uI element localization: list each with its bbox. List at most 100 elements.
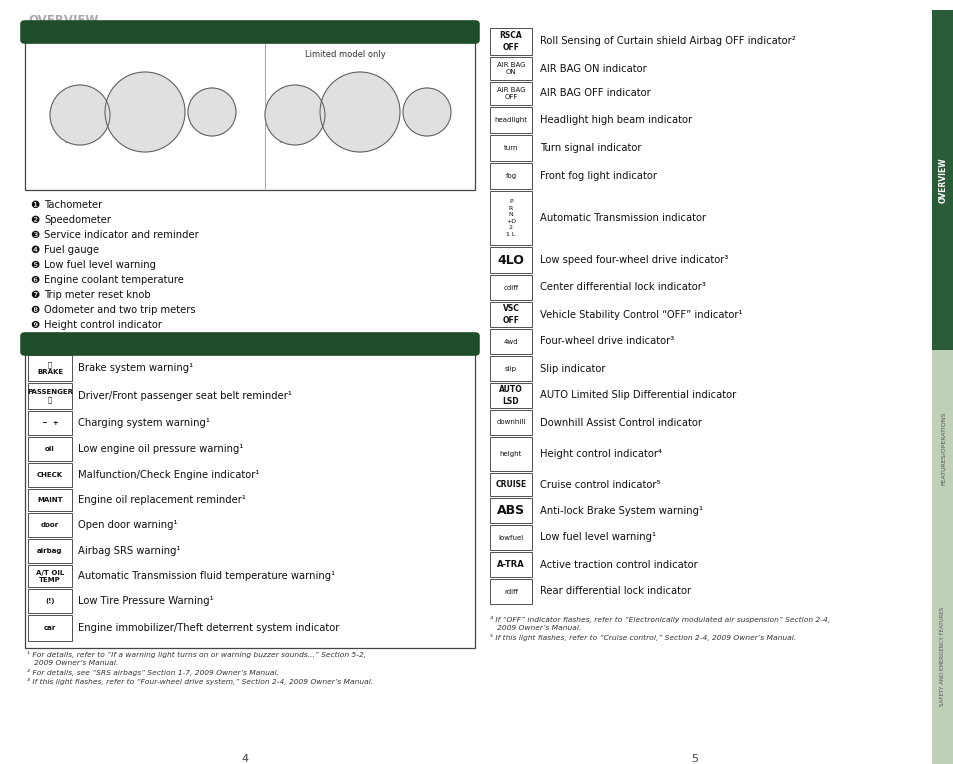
Bar — [28, 565, 71, 587]
Bar — [490, 473, 532, 496]
Text: Malfunction/Check Engine indicator¹: Malfunction/Check Engine indicator¹ — [78, 470, 259, 480]
Text: CRUISE: CRUISE — [495, 480, 526, 489]
Text: Low Tire Pressure Warning¹: Low Tire Pressure Warning¹ — [78, 596, 213, 606]
Text: AIR BAG
OFF: AIR BAG OFF — [497, 87, 525, 100]
Circle shape — [105, 72, 185, 152]
Text: Anti-lock Brake System warning¹: Anti-lock Brake System warning¹ — [539, 506, 702, 516]
Text: ❾: ❾ — [30, 320, 39, 330]
Text: FEATURES/OPERATIONS: FEATURES/OPERATIONS — [940, 411, 944, 484]
Text: AUTO Limited Slip Differential indicator: AUTO Limited Slip Differential indicator — [539, 390, 736, 400]
Bar — [931, 350, 953, 548]
Text: downhill: downhill — [496, 419, 525, 426]
Text: A/T OIL
TEMP: A/T OIL TEMP — [36, 569, 64, 582]
Text: Low fuel level warning: Low fuel level warning — [44, 260, 156, 270]
Bar — [28, 383, 71, 409]
Text: airbag: airbag — [37, 548, 63, 554]
Text: Fuel gauge: Fuel gauge — [44, 245, 99, 255]
Text: Roll Sensing of Curtain shield Airbag OFF indicator²: Roll Sensing of Curtain shield Airbag OF… — [539, 37, 795, 47]
Bar — [28, 615, 71, 641]
Text: turn: turn — [503, 145, 517, 151]
Text: AIR BAG ON indicator: AIR BAG ON indicator — [539, 63, 646, 73]
Text: ⓘ
BRAKE: ⓘ BRAKE — [37, 361, 63, 375]
Text: Active traction control indicator: Active traction control indicator — [539, 559, 697, 569]
Bar — [25, 42, 475, 190]
Bar — [490, 437, 532, 471]
Text: ❻: ❻ — [30, 275, 39, 285]
Bar — [490, 135, 532, 161]
Text: Headlight high beam indicator: Headlight high beam indicator — [539, 115, 691, 125]
Bar — [28, 463, 71, 487]
Text: Trip meter reset knob: Trip meter reset knob — [44, 290, 151, 300]
Text: −  +: − + — [42, 420, 58, 426]
Bar — [490, 57, 532, 80]
Text: ² For details, see “SRS airbags” Section 1-7, 2009 Owner’s Manual.: ² For details, see “SRS airbags” Section… — [27, 669, 278, 676]
Bar — [490, 498, 532, 523]
Text: Downhill Assist Control indicator: Downhill Assist Control indicator — [539, 417, 701, 428]
Text: Limited model only: Limited model only — [305, 50, 385, 59]
Bar — [28, 411, 71, 435]
Text: Speedometer: Speedometer — [44, 215, 111, 225]
Bar — [28, 489, 71, 511]
Text: AIR BAG
ON: AIR BAG ON — [497, 62, 525, 75]
Circle shape — [188, 88, 235, 136]
Bar — [28, 513, 71, 537]
Text: OVERVIEW: OVERVIEW — [28, 14, 98, 27]
Text: Charging system warning¹: Charging system warning¹ — [78, 418, 210, 428]
Bar — [490, 107, 532, 133]
Bar — [28, 589, 71, 613]
Text: Driver/Front passenger seat belt reminder¹: Driver/Front passenger seat belt reminde… — [78, 391, 292, 401]
Bar — [28, 539, 71, 563]
Bar — [490, 163, 532, 189]
Text: 4: 4 — [241, 754, 249, 764]
Bar — [490, 329, 532, 354]
Text: MAINT: MAINT — [37, 497, 63, 503]
Text: fog: fog — [505, 173, 516, 179]
Bar — [420, 100, 433, 128]
Text: Turn signal indicator: Turn signal indicator — [539, 143, 640, 153]
Bar — [490, 552, 532, 577]
Text: AIR BAG OFF indicator: AIR BAG OFF indicator — [539, 89, 650, 99]
Text: 4LO: 4LO — [497, 254, 524, 267]
Text: Height control indicator: Height control indicator — [44, 320, 162, 330]
Text: Service indicator and reminder: Service indicator and reminder — [44, 230, 198, 240]
Text: Instrument cluster: Instrument cluster — [33, 25, 172, 38]
Bar — [931, 548, 953, 764]
Text: RSCA
OFF: RSCA OFF — [499, 31, 522, 51]
Text: Height control indicator⁴: Height control indicator⁴ — [539, 449, 661, 459]
Bar — [28, 437, 71, 461]
Text: Brake system warning¹: Brake system warning¹ — [78, 363, 193, 373]
Text: Open door warning¹: Open door warning¹ — [78, 520, 177, 530]
Text: Rear differential lock indicator: Rear differential lock indicator — [539, 587, 690, 597]
Bar — [490, 275, 532, 300]
Text: P
R
N
+D
2
1 L: P R N +D 2 1 L — [505, 199, 516, 237]
Bar — [490, 356, 532, 381]
Text: AUTO
LSD: AUTO LSD — [498, 386, 522, 406]
Text: slip: slip — [504, 365, 517, 371]
Text: ⁴ If “OFF” indicator flashes, refer to “Electronically modulated air suspension”: ⁴ If “OFF” indicator flashes, refer to “… — [490, 616, 829, 623]
Text: Automatic Transmission fluid temperature warning¹: Automatic Transmission fluid temperature… — [78, 571, 335, 581]
Text: (!): (!) — [45, 598, 54, 604]
Bar — [490, 82, 532, 105]
Text: PASSENGER
⚹: PASSENGER ⚹ — [27, 389, 73, 403]
Text: car: car — [44, 625, 56, 631]
Text: 2009 Owner’s Manual.: 2009 Owner’s Manual. — [27, 660, 118, 666]
Bar — [25, 352, 475, 648]
Text: Slip indicator: Slip indicator — [539, 364, 605, 374]
Text: ❸: ❸ — [30, 230, 39, 240]
Text: ❺: ❺ — [30, 260, 39, 270]
Bar — [490, 525, 532, 550]
Text: rdiff: rdiff — [503, 588, 517, 594]
Circle shape — [402, 88, 451, 136]
Text: door: door — [41, 522, 59, 528]
Text: VSC
OFF: VSC OFF — [502, 304, 519, 325]
Circle shape — [265, 85, 325, 145]
Text: Front fog light indicator: Front fog light indicator — [539, 171, 657, 181]
Text: Engine immobilizer/Theft deterrent system indicator: Engine immobilizer/Theft deterrent syste… — [78, 623, 339, 633]
Text: Engine oil replacement reminder¹: Engine oil replacement reminder¹ — [78, 495, 246, 505]
Text: Low speed four-wheel drive indicator³: Low speed four-wheel drive indicator³ — [539, 255, 727, 265]
Text: ABS: ABS — [497, 504, 524, 517]
Text: Tachometer: Tachometer — [44, 200, 102, 210]
Bar — [490, 410, 532, 435]
Text: ❹: ❹ — [30, 245, 39, 255]
Text: oil: oil — [45, 446, 55, 452]
